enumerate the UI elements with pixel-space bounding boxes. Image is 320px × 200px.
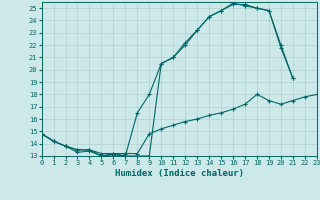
X-axis label: Humidex (Indice chaleur): Humidex (Indice chaleur) <box>115 169 244 178</box>
